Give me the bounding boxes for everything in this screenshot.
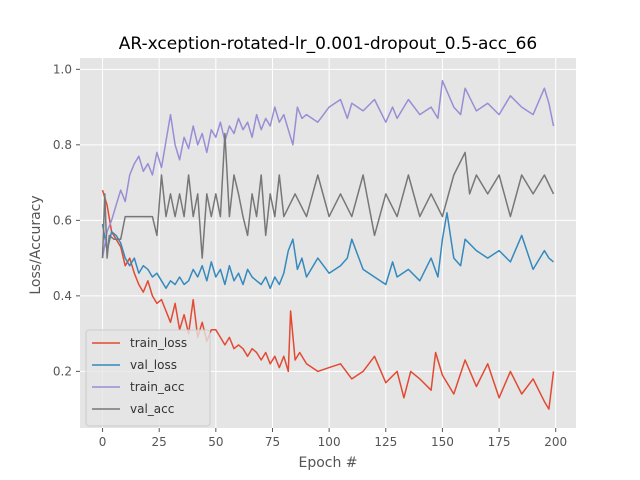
x-axis-ticks: 0 25 50 75 100 125 150 175 200 <box>99 428 567 449</box>
series-line-val-loss <box>101 212 554 290</box>
x-tick-label: 200 <box>544 435 567 449</box>
gridlines <box>80 58 576 428</box>
x-tick-label: 100 <box>318 435 341 449</box>
y-axis-label: Loss/Accuracy <box>28 195 44 294</box>
legend-label: train_acc <box>130 380 184 394</box>
chart-title: AR-xception-rotated-lr_0.001-dropout_0.5… <box>119 34 537 54</box>
legend-label: train_loss <box>130 336 187 350</box>
x-axis-label: Epoch # <box>298 455 357 471</box>
series-layer <box>101 79 555 410</box>
x-tick-label: 150 <box>431 435 454 449</box>
legend-label: val_loss <box>130 358 177 372</box>
x-tick-label: 25 <box>152 435 167 449</box>
y-tick-label: 0.6 <box>53 213 72 227</box>
x-tick-label: 0 <box>99 435 107 449</box>
y-tick-label: 0.2 <box>53 364 72 378</box>
y-tick-label: 1.0 <box>53 62 72 76</box>
legend: train_loss val_loss train_acc val_acc <box>85 329 211 427</box>
x-tick-label: 75 <box>265 435 280 449</box>
series-line-train-loss <box>101 189 555 410</box>
x-tick-label: 50 <box>208 435 223 449</box>
series-line-val-acc <box>101 132 555 259</box>
legend-label: val_acc <box>130 402 174 416</box>
y-axis-ticks: 0.2 0.4 0.6 0.8 1.0 <box>53 62 80 378</box>
x-tick-label: 175 <box>488 435 511 449</box>
y-tick-label: 0.8 <box>53 138 72 152</box>
x-tick-label: 125 <box>374 435 397 449</box>
series-line-train-acc <box>101 79 555 259</box>
legend-box <box>85 329 211 427</box>
y-tick-label: 0.4 <box>53 289 72 303</box>
